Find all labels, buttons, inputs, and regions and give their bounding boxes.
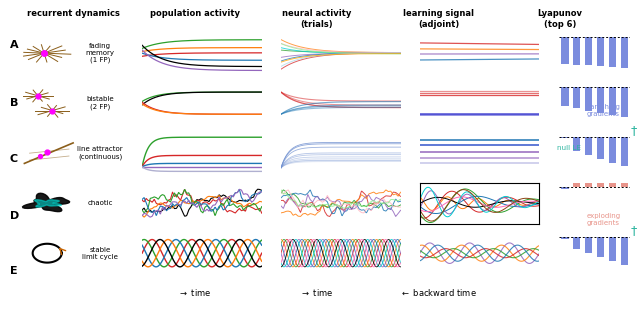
- Bar: [609, 137, 616, 163]
- Bar: [621, 87, 628, 117]
- Bar: [573, 237, 580, 249]
- Bar: [596, 87, 604, 113]
- Bar: [585, 137, 593, 155]
- Bar: [573, 87, 580, 108]
- Bar: [609, 163, 616, 188]
- Bar: [621, 37, 628, 67]
- Text: fading
memory
(1 FP): fading memory (1 FP): [86, 43, 115, 63]
- Text: Lyapunov
(top 6): Lyapunov (top 6): [538, 9, 582, 29]
- Text: line attractor
(continuous): line attractor (continuous): [77, 146, 123, 160]
- Text: A: A: [10, 40, 18, 50]
- Text: †: †: [631, 124, 637, 137]
- Bar: [621, 237, 628, 265]
- Bar: [596, 137, 604, 159]
- Text: exploding
gradients: exploding gradients: [586, 213, 621, 226]
- Text: chaotic: chaotic: [87, 200, 113, 206]
- Polygon shape: [35, 200, 61, 207]
- Text: $\rightarrow$ time: $\rightarrow$ time: [300, 287, 333, 298]
- Bar: [596, 37, 604, 66]
- Text: C: C: [10, 154, 18, 164]
- Text: bistable
(2 FP): bistable (2 FP): [86, 96, 114, 110]
- Text: $\rightarrow$ time: $\rightarrow$ time: [179, 287, 212, 298]
- Text: E: E: [10, 266, 17, 276]
- Bar: [596, 237, 604, 258]
- Text: recurrent dynamics: recurrent dynamics: [27, 9, 120, 18]
- Bar: [561, 87, 568, 106]
- Text: vanishing
gradients: vanishing gradients: [587, 104, 620, 117]
- Text: learning signal
(adjoint): learning signal (adjoint): [403, 9, 474, 29]
- Bar: [573, 37, 580, 64]
- Text: population activity: population activity: [150, 9, 240, 18]
- Bar: [573, 137, 580, 151]
- Bar: [585, 176, 593, 188]
- Text: †: †: [631, 224, 637, 237]
- Bar: [609, 37, 616, 67]
- Bar: [609, 237, 616, 262]
- Bar: [561, 237, 568, 239]
- Text: $\leftarrow$ backward time: $\leftarrow$ backward time: [400, 287, 477, 298]
- Text: B: B: [10, 98, 18, 108]
- Text: neural activity
(trials): neural activity (trials): [282, 9, 351, 29]
- Bar: [585, 87, 593, 110]
- Polygon shape: [22, 193, 70, 211]
- Bar: [561, 188, 568, 189]
- Bar: [585, 237, 593, 253]
- Bar: [596, 169, 604, 188]
- Bar: [621, 137, 628, 166]
- Bar: [573, 182, 580, 188]
- Bar: [585, 37, 593, 65]
- Text: D: D: [10, 211, 19, 221]
- Bar: [621, 158, 628, 188]
- Text: stable
limit cycle: stable limit cycle: [82, 247, 118, 260]
- Bar: [609, 87, 616, 115]
- Text: null LE: null LE: [557, 145, 581, 151]
- Bar: [561, 37, 568, 63]
